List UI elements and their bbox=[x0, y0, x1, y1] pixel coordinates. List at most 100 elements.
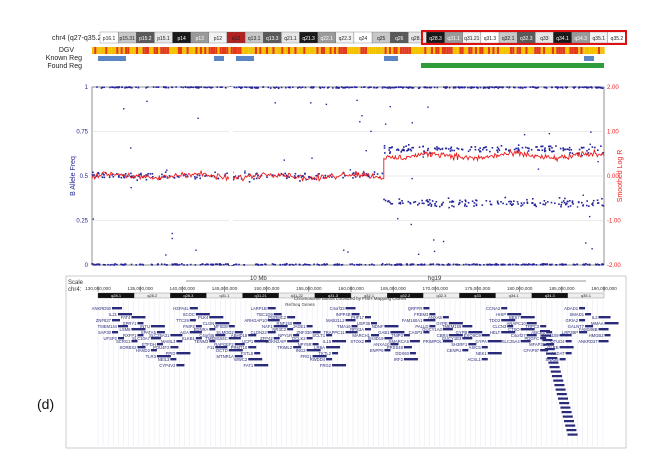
dgv-segment bbox=[301, 47, 304, 54]
baf-point bbox=[218, 263, 221, 265]
gene-feature bbox=[189, 319, 196, 322]
dgv-segment bbox=[527, 47, 530, 54]
baf-point bbox=[399, 86, 402, 88]
dgv-segment bbox=[336, 47, 339, 54]
gene-feature bbox=[248, 334, 257, 337]
baf-point bbox=[216, 86, 219, 88]
baf-point bbox=[513, 200, 515, 202]
gene-feature bbox=[287, 316, 296, 319]
baf-point bbox=[410, 86, 412, 89]
baf-point bbox=[114, 86, 117, 89]
baf-point bbox=[391, 202, 394, 205]
baf-point bbox=[326, 263, 328, 266]
dgv-segment bbox=[329, 47, 332, 54]
baf-point bbox=[577, 152, 579, 155]
baf-point bbox=[197, 86, 200, 89]
baf-point bbox=[241, 86, 244, 89]
baf-point bbox=[353, 264, 355, 266]
baf-point bbox=[510, 201, 513, 203]
baf-point bbox=[598, 263, 600, 266]
baf-point bbox=[582, 86, 585, 89]
gene-feature bbox=[547, 357, 558, 360]
dgv-segment bbox=[549, 47, 552, 54]
dgv-segment bbox=[103, 47, 106, 54]
ideogram: chr4 (q27-q35.2) p16.1 p15.31 p15.2 p15.1 p1… bbox=[52, 30, 627, 45]
baf-point bbox=[426, 199, 429, 201]
ideogram-band-label: q13.1 bbox=[248, 36, 261, 42]
dgv-segment bbox=[215, 47, 218, 54]
dgv-segment bbox=[435, 47, 438, 54]
dgv-segment bbox=[298, 47, 301, 54]
baf-point bbox=[477, 148, 480, 151]
baf-outlier bbox=[411, 177, 413, 180]
gene-feature bbox=[254, 364, 269, 367]
baf-point bbox=[212, 264, 214, 266]
baf-point bbox=[482, 147, 485, 149]
baf-point bbox=[534, 86, 537, 89]
dgv-segment bbox=[177, 47, 180, 54]
dgv-segment bbox=[503, 47, 506, 54]
baf-point bbox=[489, 150, 491, 153]
gene-label: CASP3 bbox=[409, 330, 423, 335]
dgv-segment bbox=[292, 47, 295, 54]
gene-label: PGRMC2 bbox=[268, 315, 287, 320]
dgv-segment bbox=[142, 47, 145, 54]
baf-point bbox=[165, 86, 167, 89]
baf-point bbox=[425, 199, 428, 202]
baf-point bbox=[211, 86, 214, 89]
baf-point bbox=[496, 146, 499, 149]
baf-point bbox=[237, 175, 240, 178]
baf-outlier bbox=[349, 169, 352, 171]
dgv-segment bbox=[547, 47, 550, 54]
gene-label: F11 bbox=[207, 345, 215, 350]
baf-point bbox=[189, 86, 192, 88]
gene-feature bbox=[556, 393, 567, 396]
baf-point bbox=[401, 200, 403, 202]
dgv-segment bbox=[237, 47, 240, 54]
gene-label: MAB21L2 bbox=[326, 318, 345, 323]
baf-point bbox=[509, 203, 512, 205]
baf-point bbox=[407, 144, 410, 146]
baf-point bbox=[494, 86, 497, 88]
baf-point bbox=[491, 146, 494, 149]
baf-point bbox=[166, 177, 169, 179]
baf-point bbox=[504, 196, 507, 199]
dgv-segment bbox=[149, 47, 152, 54]
dgv-segment bbox=[353, 47, 356, 54]
baf-point bbox=[423, 150, 425, 152]
dgv-segment bbox=[562, 47, 565, 54]
gene-label: FRG1 bbox=[300, 354, 312, 359]
baf-point bbox=[535, 146, 537, 148]
dgv-segment bbox=[593, 47, 596, 54]
baf-point bbox=[363, 86, 365, 88]
baf-point bbox=[475, 199, 477, 202]
baf-point bbox=[140, 172, 142, 175]
gene-label: HELT bbox=[490, 330, 501, 335]
baf-point bbox=[543, 149, 546, 151]
gene-feature bbox=[585, 325, 594, 328]
gene-label: GUCY1A3 bbox=[422, 327, 442, 332]
baf-point bbox=[280, 172, 283, 175]
right-tick-label: 0.00 bbox=[607, 174, 619, 180]
baf-point bbox=[204, 86, 207, 89]
baf-point bbox=[318, 264, 321, 266]
browser-band-bar: q28.1 q28.2 q28.3 q31.1 q31.21 q31.22 q31.3 q32… bbox=[97, 292, 605, 299]
baf-point bbox=[555, 145, 557, 147]
baf-point bbox=[301, 86, 304, 88]
baf-point bbox=[340, 264, 343, 266]
dgv-segment bbox=[254, 47, 257, 54]
dgv-segment bbox=[191, 47, 194, 54]
baf-point bbox=[381, 262, 384, 265]
gene-feature bbox=[540, 349, 549, 352]
baf-point bbox=[600, 145, 602, 147]
gene-label: DCTD bbox=[216, 348, 228, 353]
gene-label: DDX60 bbox=[395, 351, 409, 356]
baf-point bbox=[318, 173, 320, 175]
baf-point bbox=[448, 264, 450, 266]
baf-point bbox=[149, 173, 152, 175]
dgv-segment bbox=[312, 47, 315, 54]
gene-feature bbox=[312, 355, 327, 358]
baf-outlier bbox=[195, 249, 197, 251]
gene-feature bbox=[195, 313, 210, 316]
baf-point bbox=[445, 147, 448, 150]
